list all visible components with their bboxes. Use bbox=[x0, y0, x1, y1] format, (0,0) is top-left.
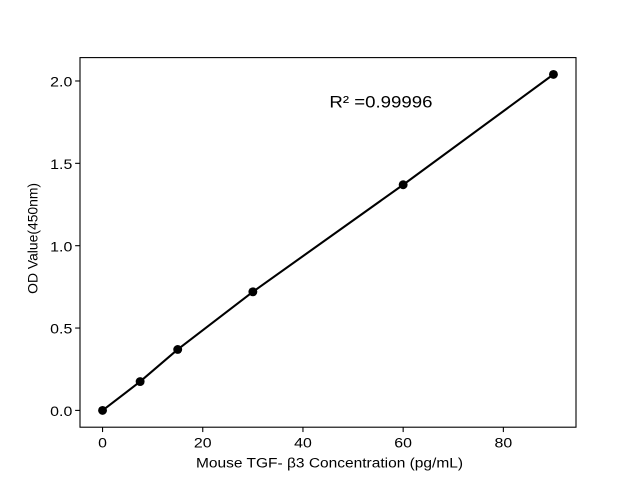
svg-text:1.5: 1.5 bbox=[50, 157, 72, 173]
svg-text:0.5: 0.5 bbox=[50, 322, 72, 338]
svg-text:80: 80 bbox=[495, 435, 513, 451]
svg-text:0.0: 0.0 bbox=[50, 404, 72, 420]
svg-text:0: 0 bbox=[98, 436, 107, 451]
svg-text:OD Value(450nm): OD Value(450nm) bbox=[25, 183, 41, 294]
svg-text:40: 40 bbox=[294, 435, 312, 451]
svg-text:Mouse TGF- β3 Concentration (p: Mouse TGF- β3 Concentration (pg/mL) bbox=[196, 456, 463, 471]
svg-text:R² =0.99996: R² =0.99996 bbox=[329, 92, 432, 111]
svg-text:1.0: 1.0 bbox=[50, 239, 72, 255]
svg-text:60: 60 bbox=[394, 435, 412, 451]
svg-text:2.0: 2.0 bbox=[50, 75, 72, 91]
svg-text:20: 20 bbox=[194, 435, 212, 451]
